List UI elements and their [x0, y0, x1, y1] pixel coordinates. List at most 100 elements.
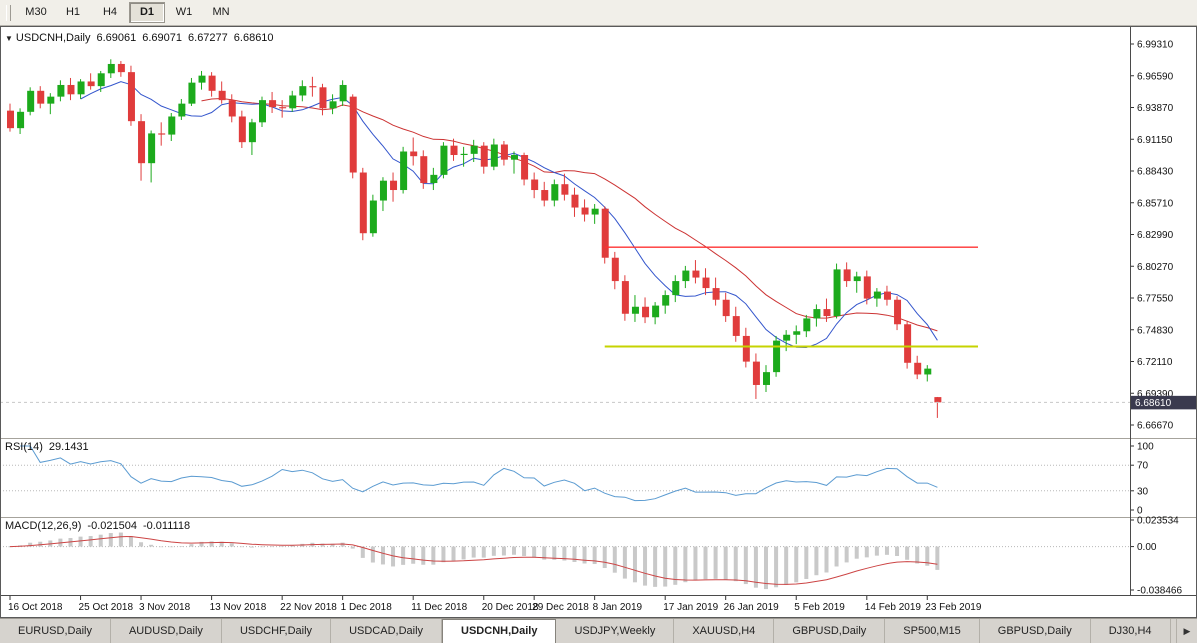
price-axis-label: 6.93870 [1137, 103, 1174, 114]
candle-body [440, 145, 448, 175]
macd-histogram-bar [340, 542, 345, 547]
candle-body [894, 299, 902, 325]
date-axis-label: 16 Oct 2018 [8, 602, 63, 613]
candle-body [712, 288, 720, 300]
macd-histogram-bar [441, 546, 446, 563]
tab-scroll-right-button[interactable]: ▶ [1176, 619, 1197, 643]
timeframe-button-h1[interactable]: H1 [65, 6, 81, 18]
candle-body [188, 82, 196, 104]
macd-histogram-bar [421, 546, 426, 565]
chart-canvas[interactable]: 6.99310 6.96590 6.93870 6.91150 6.88430 6.857… [0, 26, 1197, 618]
macd-histogram-bar [743, 546, 748, 585]
macd-histogram-bar [260, 546, 264, 548]
chart-symbol-period: USDCNH,Daily [15, 32, 91, 44]
macd-histogram-bar [471, 546, 476, 558]
rsi-pane[interactable] [0, 445, 1130, 502]
macd-histogram-bar [461, 546, 466, 560]
candle-body [833, 269, 841, 317]
candle-body [863, 276, 871, 299]
candle-body [259, 100, 266, 123]
ohlc-close: 6.68610 [233, 32, 274, 44]
macd-histogram-bar [723, 546, 728, 580]
price-axis-label: 6.80270 [1137, 262, 1174, 273]
symbol-tab-sp500-m15[interactable]: SP500,M15 [885, 619, 980, 643]
macd-histogram-bar [804, 546, 809, 579]
rsi-line [20, 445, 938, 502]
candle-body [228, 100, 236, 117]
macd-histogram-bar [753, 546, 758, 588]
pane-separator[interactable] [0, 517, 1197, 518]
candle-body [7, 110, 14, 129]
macd-histogram-bar [431, 546, 436, 565]
timeframe-button-w1[interactable]: W1 [175, 6, 193, 18]
symbol-tab-audusd-daily[interactable]: AUDUSD,Daily [110, 619, 222, 643]
candle-body [37, 90, 45, 104]
macd-histogram-bar [501, 546, 506, 556]
symbol-tab-usdcad-daily[interactable]: USDCAD,Daily [331, 619, 443, 643]
date-axis-label: 25 Oct 2018 [79, 602, 134, 613]
candle-body [823, 309, 831, 317]
symbol-tab-usdjpy-weekly[interactable]: USDJPY,Weekly [556, 619, 675, 643]
pane-separator-highlight [0, 518, 1197, 519]
macd-histogram-bar [774, 546, 779, 588]
chart-menu-icon[interactable]: ▼ [5, 34, 13, 43]
candle-body [611, 257, 619, 282]
candle-body [127, 72, 135, 122]
macd-histogram-bar [915, 546, 920, 564]
macd-histogram-bar [522, 546, 527, 556]
date-axis-label: 20 Dec 2018 [482, 602, 539, 613]
macd-axis-label: -0.038466 [1137, 586, 1182, 597]
symbol-tab-gbpusd-daily[interactable]: GBPUSD,Daily [774, 619, 886, 643]
macd-histogram-bar [572, 546, 577, 562]
timeframe-button-d1[interactable]: D1 [129, 2, 165, 23]
toolbar-grip[interactable] [6, 4, 11, 21]
date-axis-label: 13 Nov 2018 [210, 602, 267, 613]
macd-name: MACD(12,26,9) [5, 520, 82, 532]
timeframe-button-h4[interactable]: H4 [102, 6, 118, 18]
pane-separator-highlight [0, 439, 1197, 440]
timeframe-button-mn[interactable]: MN [212, 6, 230, 18]
candle-body [490, 144, 498, 167]
macd-histogram-bar [844, 546, 849, 563]
candle-body [47, 96, 55, 104]
candle-body [420, 156, 428, 184]
candle-body [511, 155, 518, 160]
symbol-tab-tech100-h4[interactable]: TECH100,H4 [1170, 619, 1176, 643]
symbol-tab-usdchf-daily[interactable]: USDCHF,Daily [221, 619, 332, 643]
date-axis-label: 1 Dec 2018 [341, 602, 393, 613]
macd-histogram-bar [764, 546, 768, 590]
macd-histogram-bar [78, 536, 83, 547]
macd-histogram-bar [562, 546, 567, 561]
timeframe-button-m30[interactable]: M30 [25, 6, 47, 18]
candle-body [319, 87, 327, 109]
symbol-tab-gbpusd-daily[interactable]: GBPUSD,Daily [979, 619, 1091, 643]
macd-histogram-bar [481, 546, 486, 558]
symbol-tab-eurusd-daily[interactable]: EURUSD,Daily [0, 619, 111, 643]
price-axis-label: 6.88430 [1137, 167, 1174, 178]
candle-body [803, 318, 811, 332]
macd-histogram-bar [643, 546, 648, 586]
symbol-tab-usdcnh-daily[interactable]: USDCNH,Daily [442, 619, 557, 643]
candle-body [117, 63, 125, 73]
candle-body [500, 144, 508, 160]
candle-body [732, 316, 740, 336]
symbol-tab-bar: EURUSD,Daily AUDUSD,Daily USDCHF,Daily USDC… [0, 618, 1197, 643]
candle-body [410, 151, 418, 157]
macd-histogram-bar [703, 546, 708, 580]
chart-window[interactable]: 6.99310 6.96590 6.93870 6.91150 6.88430 6.857… [0, 26, 1197, 618]
macd-histogram-bar [824, 546, 829, 573]
symbol-tab-xauusd-h4[interactable]: XAUUSD,H4 [674, 619, 775, 643]
macd-histogram-bar [249, 546, 254, 548]
date-axis-label: 11 Dec 2018 [411, 602, 467, 613]
symbol-tab-dj30-h4[interactable]: DJ30,H4 [1090, 619, 1171, 643]
candle-body [934, 397, 942, 403]
pane-separator[interactable] [0, 438, 1197, 439]
time-axis[interactable]: 16 Oct 2018 25 Oct 2018 3 Nov 2018 13 Nov 2… [0, 595, 1197, 614]
candle-body [531, 179, 539, 191]
timeframe-toolbar: M30 H1 H4 D1 W1 MN [0, 0, 1197, 26]
candle-body [521, 155, 529, 180]
macd-histogram-bar [139, 542, 144, 547]
macd-pane[interactable] [0, 532, 1130, 590]
candle-body [248, 122, 256, 143]
macd-histogram-bar [320, 543, 325, 547]
